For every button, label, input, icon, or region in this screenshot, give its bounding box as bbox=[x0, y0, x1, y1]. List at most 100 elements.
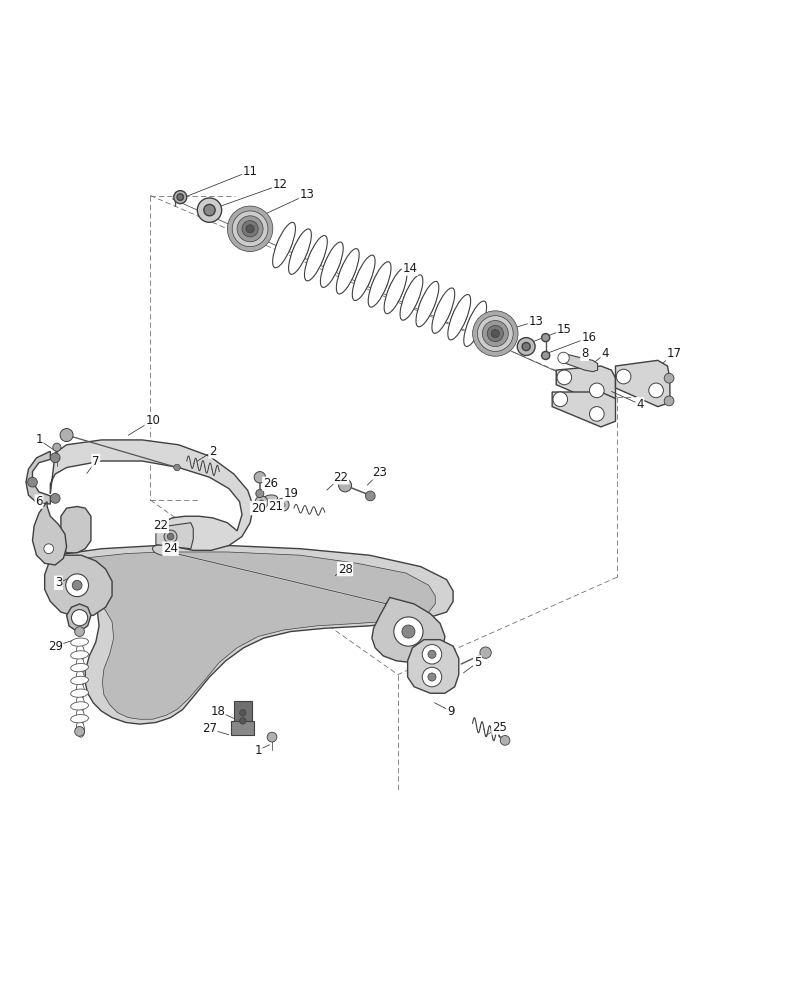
Circle shape bbox=[50, 453, 60, 463]
Circle shape bbox=[255, 489, 264, 498]
Circle shape bbox=[427, 650, 436, 658]
Ellipse shape bbox=[290, 233, 310, 270]
Circle shape bbox=[422, 645, 441, 664]
Circle shape bbox=[365, 491, 375, 501]
Circle shape bbox=[53, 443, 61, 451]
Circle shape bbox=[232, 211, 268, 247]
Ellipse shape bbox=[76, 657, 84, 673]
Circle shape bbox=[541, 334, 549, 342]
Text: 13: 13 bbox=[299, 188, 314, 201]
Ellipse shape bbox=[76, 644, 84, 661]
Ellipse shape bbox=[288, 229, 311, 274]
Ellipse shape bbox=[352, 255, 375, 301]
Circle shape bbox=[174, 464, 180, 471]
Ellipse shape bbox=[76, 695, 84, 712]
Ellipse shape bbox=[76, 708, 84, 724]
Text: 13: 13 bbox=[528, 315, 543, 328]
Circle shape bbox=[75, 727, 84, 736]
Ellipse shape bbox=[76, 670, 84, 686]
Polygon shape bbox=[407, 640, 458, 693]
Ellipse shape bbox=[304, 235, 327, 281]
Circle shape bbox=[66, 574, 88, 597]
Circle shape bbox=[589, 407, 603, 421]
Text: 29: 29 bbox=[48, 640, 62, 653]
Ellipse shape bbox=[448, 295, 470, 340]
Circle shape bbox=[482, 321, 508, 347]
Circle shape bbox=[663, 373, 673, 383]
Circle shape bbox=[227, 206, 272, 252]
Text: 22: 22 bbox=[153, 519, 168, 532]
Circle shape bbox=[517, 338, 534, 355]
Polygon shape bbox=[371, 597, 444, 662]
Ellipse shape bbox=[433, 292, 453, 329]
Circle shape bbox=[472, 311, 517, 356]
Circle shape bbox=[50, 494, 60, 503]
Text: 6: 6 bbox=[35, 495, 43, 508]
Polygon shape bbox=[32, 502, 67, 565]
Circle shape bbox=[177, 194, 183, 200]
Ellipse shape bbox=[272, 222, 295, 268]
Text: 14: 14 bbox=[402, 262, 417, 275]
Circle shape bbox=[393, 617, 423, 646]
Ellipse shape bbox=[306, 240, 325, 276]
Ellipse shape bbox=[385, 601, 401, 610]
Circle shape bbox=[589, 383, 603, 398]
Ellipse shape bbox=[337, 253, 358, 290]
Circle shape bbox=[204, 204, 215, 216]
Circle shape bbox=[648, 383, 663, 398]
Circle shape bbox=[254, 472, 265, 483]
Text: 26: 26 bbox=[263, 477, 277, 490]
Text: 23: 23 bbox=[372, 466, 387, 479]
Polygon shape bbox=[558, 355, 597, 372]
Circle shape bbox=[276, 498, 289, 511]
Ellipse shape bbox=[261, 495, 277, 503]
Text: 22: 22 bbox=[333, 471, 348, 484]
Ellipse shape bbox=[71, 689, 88, 697]
Text: 1: 1 bbox=[254, 744, 262, 757]
Circle shape bbox=[167, 533, 174, 540]
Text: 2: 2 bbox=[208, 445, 217, 458]
Circle shape bbox=[60, 429, 73, 442]
Circle shape bbox=[72, 580, 82, 590]
Circle shape bbox=[246, 225, 254, 233]
Polygon shape bbox=[50, 440, 253, 550]
Ellipse shape bbox=[400, 275, 423, 320]
Polygon shape bbox=[551, 392, 615, 427]
Ellipse shape bbox=[463, 301, 486, 346]
Polygon shape bbox=[156, 523, 193, 549]
Text: 4: 4 bbox=[635, 398, 643, 411]
Circle shape bbox=[479, 647, 491, 658]
Ellipse shape bbox=[384, 268, 406, 314]
Circle shape bbox=[556, 370, 571, 385]
Circle shape bbox=[541, 351, 549, 360]
Ellipse shape bbox=[152, 545, 172, 556]
Circle shape bbox=[552, 392, 567, 407]
Circle shape bbox=[401, 625, 414, 638]
Circle shape bbox=[237, 216, 263, 242]
Bar bbox=[231, 721, 254, 735]
Circle shape bbox=[164, 530, 177, 543]
Text: 24: 24 bbox=[163, 542, 178, 555]
Circle shape bbox=[255, 496, 268, 509]
Text: 16: 16 bbox=[581, 331, 595, 344]
Circle shape bbox=[197, 198, 221, 222]
Polygon shape bbox=[67, 604, 91, 632]
Text: 27: 27 bbox=[202, 722, 217, 735]
Circle shape bbox=[259, 500, 264, 505]
Text: 8: 8 bbox=[580, 347, 588, 360]
Circle shape bbox=[338, 479, 351, 492]
Text: 5: 5 bbox=[473, 656, 481, 669]
Bar bbox=[234, 701, 251, 723]
Circle shape bbox=[280, 502, 285, 507]
Circle shape bbox=[500, 735, 509, 745]
Polygon shape bbox=[61, 506, 91, 553]
Circle shape bbox=[422, 667, 441, 687]
Circle shape bbox=[477, 316, 513, 351]
Ellipse shape bbox=[385, 273, 405, 309]
Polygon shape bbox=[26, 451, 50, 504]
Circle shape bbox=[616, 369, 630, 384]
Text: 17: 17 bbox=[666, 347, 680, 360]
Ellipse shape bbox=[336, 249, 358, 294]
Circle shape bbox=[242, 221, 258, 237]
Text: 4: 4 bbox=[600, 347, 608, 360]
